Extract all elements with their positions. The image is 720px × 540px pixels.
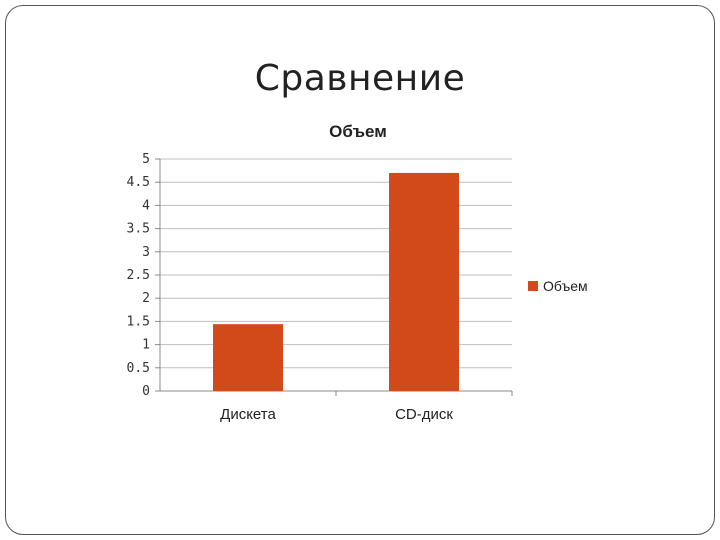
chart-title: Объем xyxy=(329,122,387,141)
y-tick-label: 2 xyxy=(142,291,150,306)
y-tick-label: 2.5 xyxy=(127,268,150,283)
x-axis-tick-labels: Дискета CD-диск xyxy=(220,406,453,423)
legend-swatch xyxy=(528,281,538,291)
y-axis-tick-labels: 0 0.5 1 1.5 2 2.5 3 3.5 4 4.5 5 xyxy=(127,152,151,399)
gridlines xyxy=(160,158,512,369)
legend-label: Объем xyxy=(543,278,588,294)
y-tick-label: 4.5 xyxy=(127,175,150,190)
y-tick-label: 0 xyxy=(142,384,150,399)
y-tick-label: 0.5 xyxy=(127,361,150,376)
y-tick-label: 4 xyxy=(142,198,150,213)
legend: Объем xyxy=(528,278,588,294)
bar xyxy=(213,324,283,391)
y-tick-label: 3.5 xyxy=(127,222,150,237)
y-tick-label: 1 xyxy=(142,338,150,353)
bar xyxy=(389,172,459,391)
slide-title: Сравнение xyxy=(254,58,466,99)
y-tick-label: 5 xyxy=(142,152,150,167)
x-tick-label: Дискета xyxy=(220,406,276,423)
y-tick-label: 1.5 xyxy=(127,314,150,329)
bars xyxy=(213,172,459,391)
slide-frame xyxy=(5,5,715,535)
x-tick-label: CD-диск xyxy=(395,406,453,423)
y-tick-label: 3 xyxy=(142,245,150,260)
